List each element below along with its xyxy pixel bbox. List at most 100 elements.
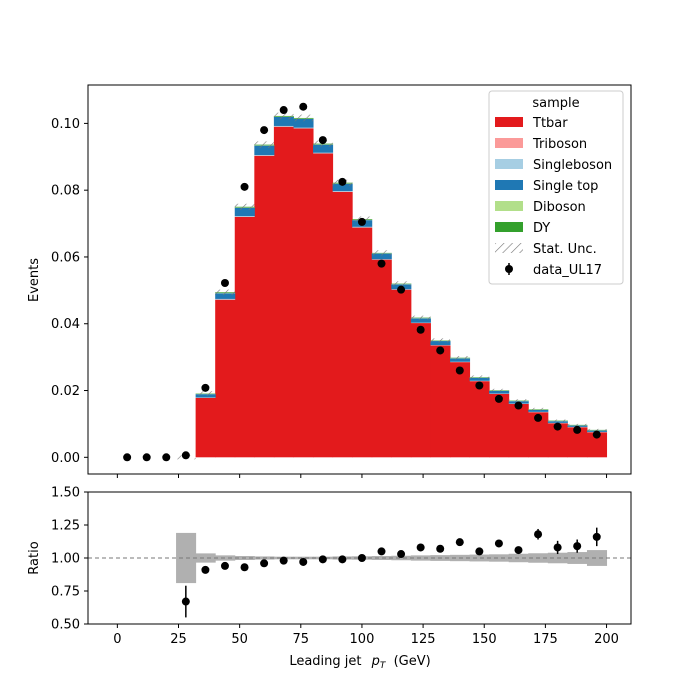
legend-label: Triboson xyxy=(532,137,587,152)
legend-entry: Singleboson xyxy=(495,158,612,173)
x-axis-label: Leading jet pT (GeV) xyxy=(289,654,430,672)
x-axis-label-symbol: p xyxy=(371,654,380,669)
data-point xyxy=(299,102,308,111)
bar-ttbar xyxy=(567,427,588,458)
bar-ttbar xyxy=(273,126,294,458)
ratio-point xyxy=(416,543,425,552)
y-tick-label: 0.50 xyxy=(51,618,80,633)
data-point xyxy=(240,182,249,191)
x-ticks-top xyxy=(116,474,608,478)
data-point xyxy=(338,177,347,186)
bar-single-top xyxy=(489,390,510,394)
ratio-point xyxy=(181,597,190,606)
ratio-point xyxy=(240,563,249,572)
bar-ttbar xyxy=(528,412,549,458)
bar-single-top xyxy=(469,377,490,381)
legend-swatch xyxy=(495,159,523,169)
legend-swatch xyxy=(495,222,523,232)
ratio-point xyxy=(553,543,562,552)
stat-unc-box xyxy=(195,391,216,396)
bar-single-top xyxy=(430,341,451,346)
legend-swatch xyxy=(495,180,523,190)
bar-ttbar xyxy=(195,397,216,458)
bar-ttbar xyxy=(254,155,275,458)
data-point xyxy=(573,425,582,434)
stat-unc-box xyxy=(430,338,450,343)
legend-entry: Triboson xyxy=(495,137,587,152)
ratio-band-box xyxy=(469,554,490,562)
stat-unc-box xyxy=(567,423,587,426)
data-point xyxy=(357,217,366,226)
bar-ttbar xyxy=(332,191,353,458)
y-axis-label-bottom: Ratio xyxy=(27,541,42,574)
stat-unc-box xyxy=(234,203,255,210)
data-point xyxy=(279,106,288,115)
bar-singleboson xyxy=(352,226,373,228)
legend-swatch xyxy=(495,138,523,148)
stacked-histogram xyxy=(195,115,608,458)
stat-unc-box xyxy=(586,428,607,431)
legend-label: Ttbar xyxy=(532,116,568,131)
ratio-point xyxy=(299,557,308,566)
y-tick-label: 1.25 xyxy=(51,519,80,534)
main-panel: 0.00 0.02 0.04 0.06 0.08 0.10 xyxy=(51,84,632,478)
ratio-point xyxy=(573,542,582,551)
bar-single-top xyxy=(254,145,275,156)
data-point xyxy=(181,451,190,460)
bar-singleboson xyxy=(293,127,314,129)
bar-singleboson xyxy=(273,125,294,127)
data-point xyxy=(416,325,425,334)
bar-ttbar xyxy=(586,432,608,458)
ratio-point xyxy=(279,556,288,565)
bar-ttbar xyxy=(234,216,255,458)
data-point xyxy=(201,383,210,392)
series-ttbar xyxy=(195,126,608,458)
data-point xyxy=(514,401,523,410)
bar-singleboson xyxy=(332,191,353,192)
bar-single-top xyxy=(293,118,314,128)
data-point xyxy=(534,413,543,422)
ratio-point xyxy=(397,550,406,559)
x-tick-label: 0 xyxy=(113,632,121,647)
bar-singleboson xyxy=(254,155,275,156)
bar-ttbar xyxy=(293,128,314,458)
stat-unc-box xyxy=(469,375,490,379)
y-tick-label: 0.02 xyxy=(51,384,80,399)
x-tick-label: 75 xyxy=(293,632,310,647)
y-tick-label: 1.00 xyxy=(51,552,80,567)
stat-unc-box xyxy=(450,356,470,360)
legend-entry: Ttbar xyxy=(495,116,568,131)
bar-ttbar xyxy=(391,289,412,458)
data-point xyxy=(123,453,132,462)
x-tick-label: 50 xyxy=(231,632,248,647)
y-tick-label: 1.50 xyxy=(51,486,80,501)
bar-ttbar xyxy=(430,345,451,458)
bar-ttbar xyxy=(547,423,568,458)
ratio-point xyxy=(201,565,210,574)
bar-singleboson xyxy=(313,152,334,154)
stat-unc-box xyxy=(254,141,274,149)
ratio-point xyxy=(357,554,366,562)
legend-swatch xyxy=(495,201,523,211)
stat-unc-box xyxy=(391,281,411,286)
legend-entry: data_UL17 xyxy=(505,263,602,278)
ratio-point xyxy=(377,547,386,556)
ratio-point xyxy=(338,555,347,564)
bar-single-top xyxy=(547,421,568,423)
x-axis-label-unit: (GeV) xyxy=(394,654,431,669)
legend-label: data_UL17 xyxy=(533,263,602,278)
legend-swatch-hatch xyxy=(495,243,523,253)
x-tick-label: 100 xyxy=(350,632,375,647)
y-tick-label: 0.75 xyxy=(51,585,80,600)
stat-unc-box xyxy=(293,114,314,122)
y-tick-label: 0.04 xyxy=(51,317,80,332)
ratio-point xyxy=(592,532,601,541)
data-point xyxy=(377,259,386,268)
ratio-band-box xyxy=(215,555,236,561)
data-point xyxy=(494,394,503,403)
y-axis-label-top: Events xyxy=(27,258,42,302)
bar-single-top xyxy=(528,409,549,412)
data-points xyxy=(123,102,601,462)
x-axis-label-subscript: T xyxy=(380,661,387,671)
